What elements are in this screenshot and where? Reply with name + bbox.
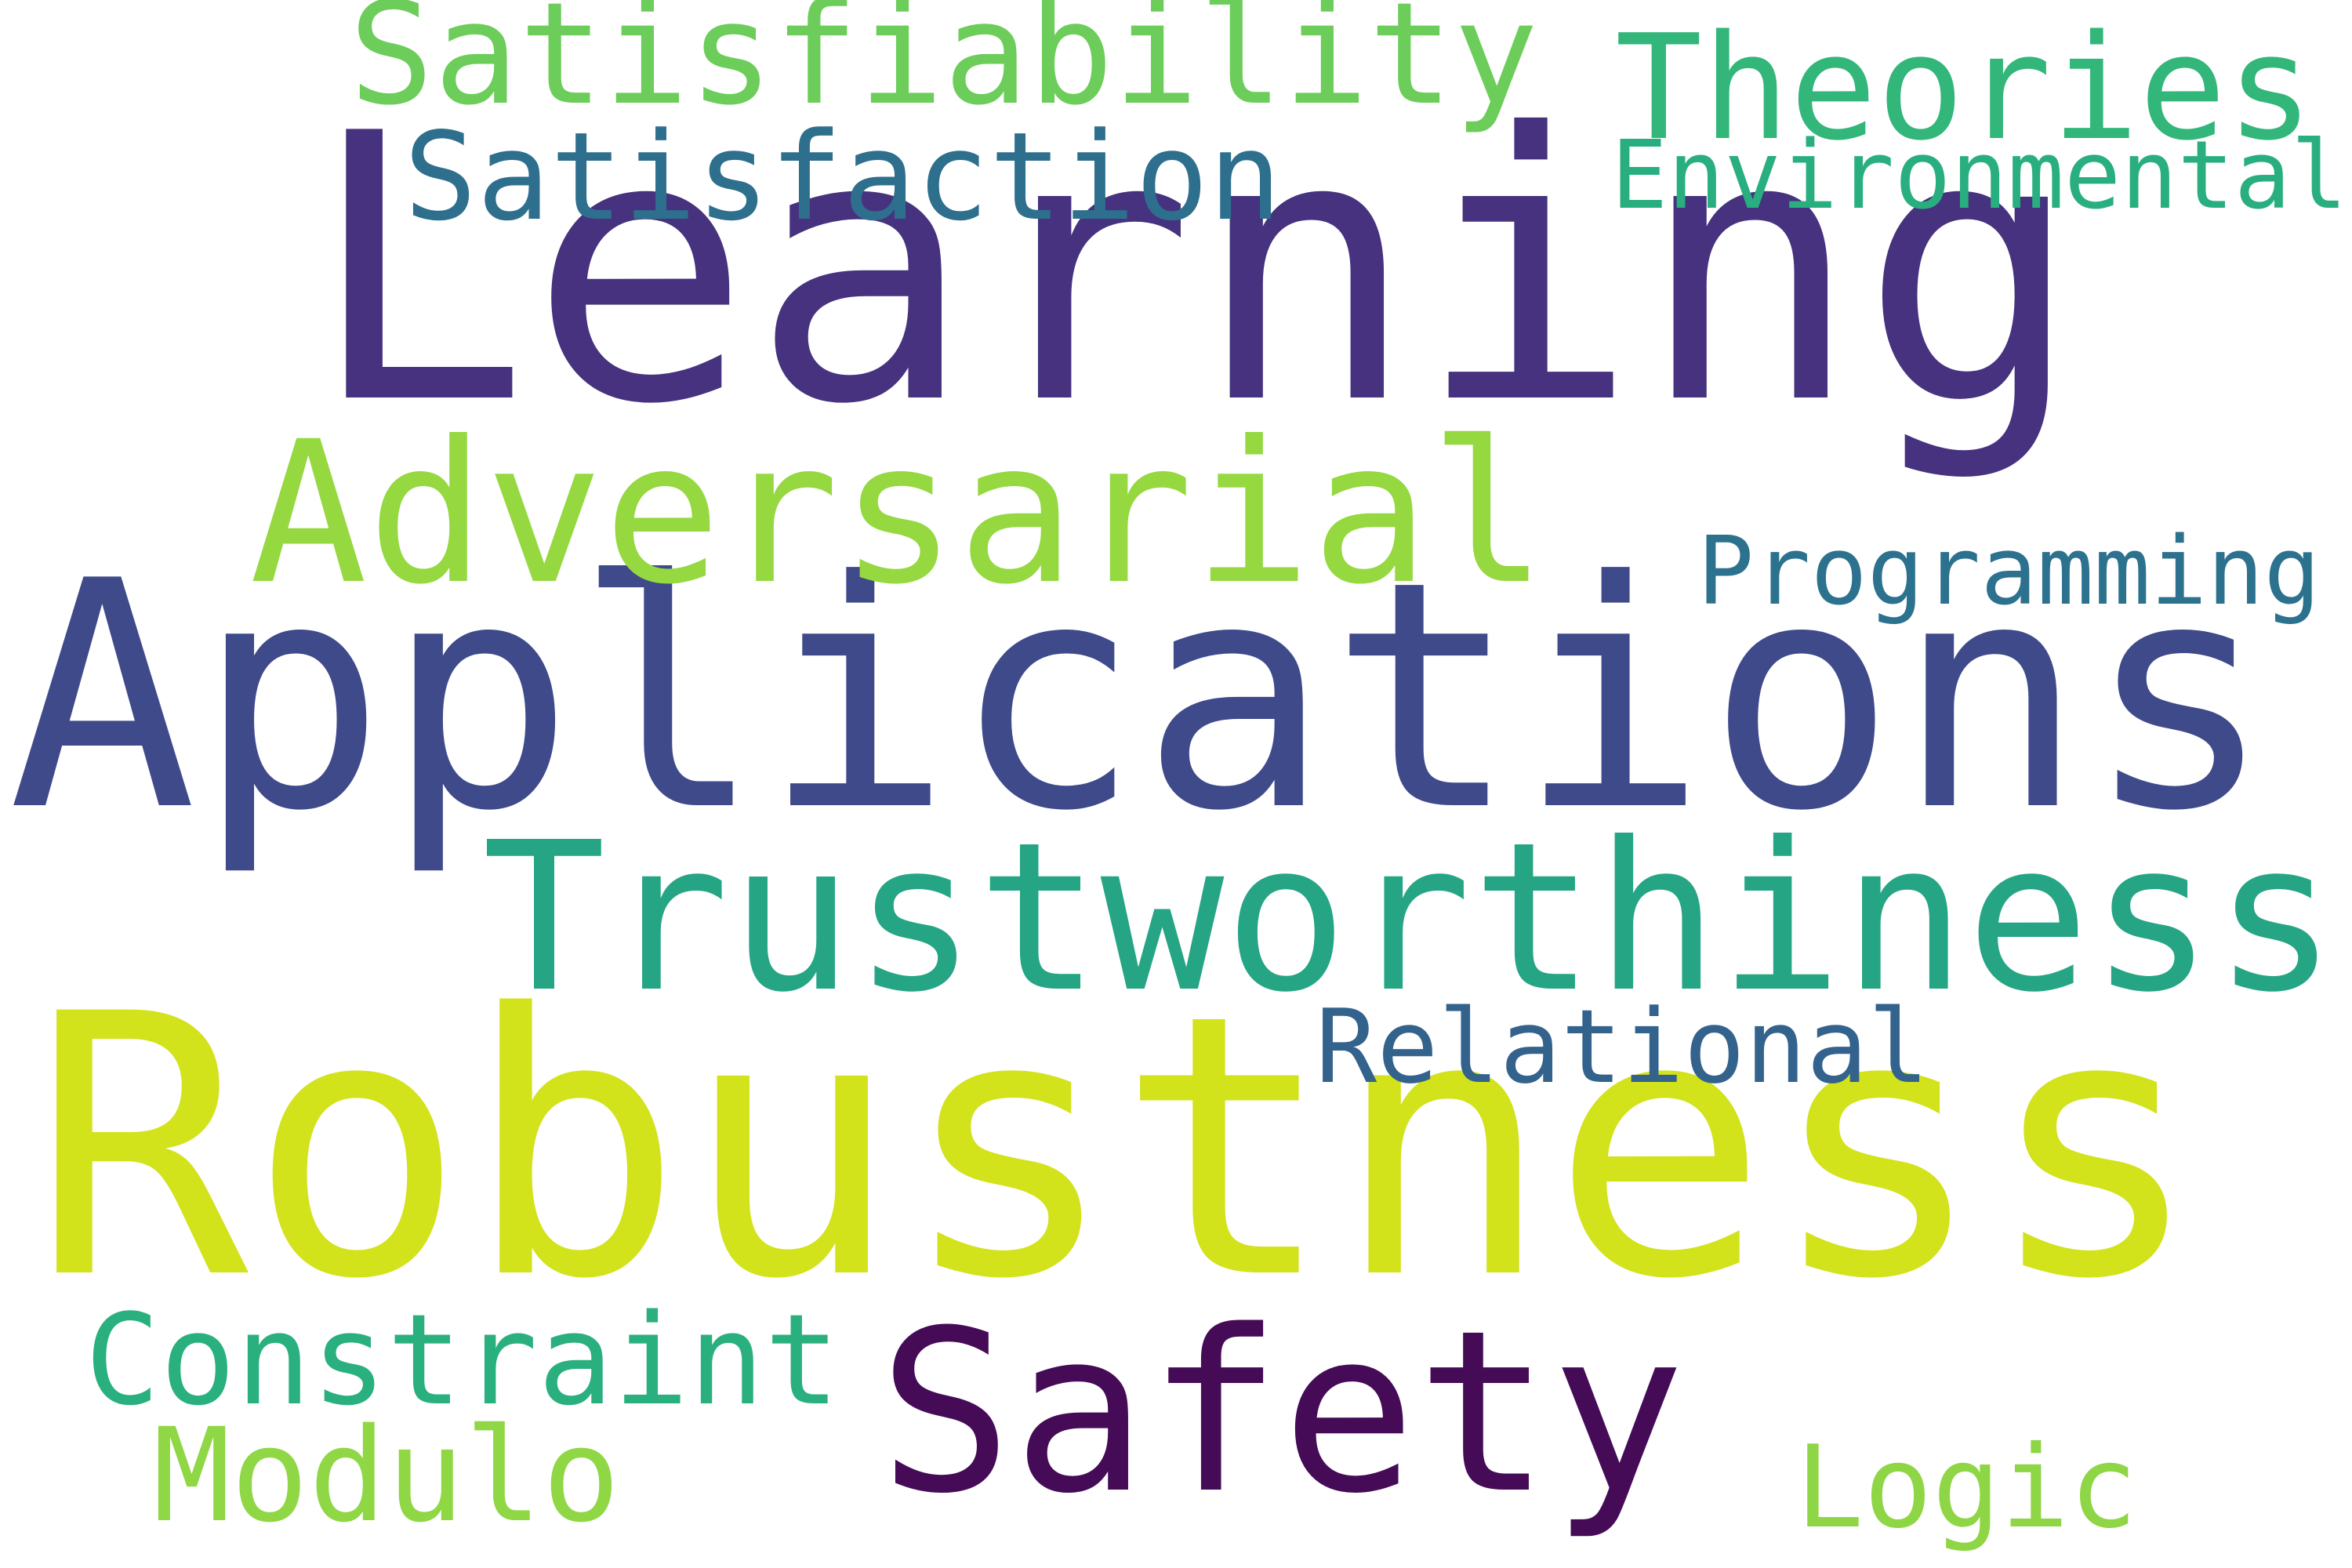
- word-programming: Programming: [1697, 517, 2321, 626]
- word-satisfiability: Satisfiability: [349, 0, 1539, 136]
- word-trustworthiness: Trustworthiness: [482, 798, 2338, 1037]
- word-robustness: Robustness: [31, 938, 2203, 1358]
- word-applications: Applications: [8, 515, 2274, 880]
- word-relational: Relational: [1316, 987, 1929, 1106]
- word-constraint: Constraint: [85, 1287, 840, 1433]
- word-adversarial: Adversarial: [249, 399, 1548, 627]
- word-modulo: Modulo: [153, 1400, 621, 1551]
- word-theories: Theories: [1615, 3, 2314, 172]
- word-safety: Safety: [878, 1283, 1686, 1543]
- word-learning: Learning: [307, 56, 2082, 485]
- word-logic: Logic: [1795, 1421, 2138, 1554]
- word-satisfaction: Satisfaction: [404, 106, 1282, 248]
- word-environmental: Environmental: [1611, 122, 2348, 230]
